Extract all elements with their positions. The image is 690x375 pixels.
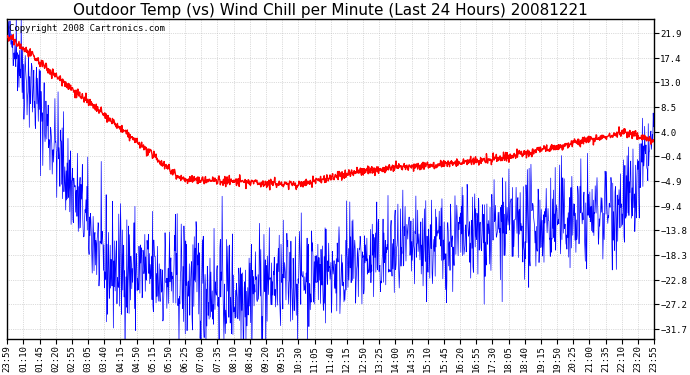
Text: Copyright 2008 Cartronics.com: Copyright 2008 Cartronics.com — [9, 24, 165, 33]
Title: Outdoor Temp (vs) Wind Chill per Minute (Last 24 Hours) 20081221: Outdoor Temp (vs) Wind Chill per Minute … — [73, 3, 588, 18]
